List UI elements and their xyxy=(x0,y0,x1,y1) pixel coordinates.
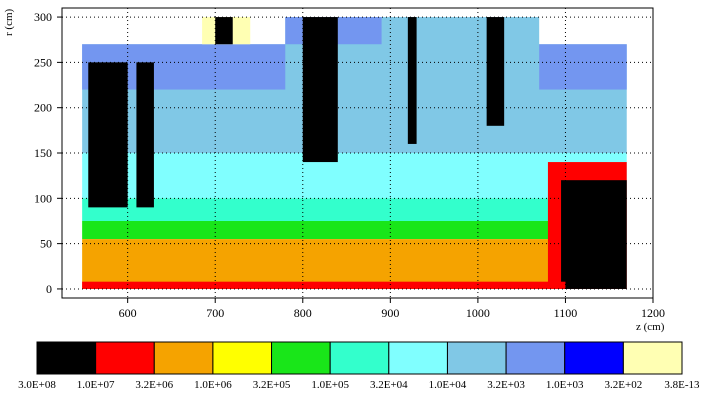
legend-label: 1.0E+05 xyxy=(311,379,349,391)
legend-swatch xyxy=(271,341,331,375)
flux-region-14 xyxy=(215,17,233,45)
y-tick-label: 50 xyxy=(40,237,52,251)
x-tick-label: 900 xyxy=(381,306,399,320)
flux-region-3 xyxy=(82,198,592,221)
legend-label: 3.0E+08 xyxy=(18,379,56,391)
legend-label: 1.0E+06 xyxy=(194,379,232,391)
legend-swatch xyxy=(388,341,448,375)
y-tick-label: 250 xyxy=(34,55,52,69)
legend-label: 1.0E+03 xyxy=(546,379,584,391)
x-axis: 600 700 800 900 1000 1100 1200 xyxy=(119,298,665,320)
legend-label: 3.2E+06 xyxy=(135,379,173,391)
y-tick-label: 300 xyxy=(34,10,52,24)
legend-label: 3.2E+03 xyxy=(487,379,525,391)
plot-area xyxy=(82,17,627,289)
legend-swatch xyxy=(95,341,155,375)
legend-swatch xyxy=(564,341,624,375)
y-tick-label: 100 xyxy=(34,191,52,205)
flux-region-12 xyxy=(88,62,128,208)
legend-swatch xyxy=(36,341,97,375)
y-axis: 0 50 100 150 200 250 300 xyxy=(34,10,62,296)
grid-lines xyxy=(62,8,654,298)
flux-region-16 xyxy=(407,17,417,144)
flux-region-4 xyxy=(82,220,566,240)
legend-swatch xyxy=(153,341,214,375)
y-tick-label: 200 xyxy=(34,101,52,115)
flux-region-7 xyxy=(561,180,627,289)
legend-swatch xyxy=(505,341,566,375)
flux-region-8 xyxy=(82,281,566,289)
legend-label: 1.0E+07 xyxy=(77,379,115,391)
flux-region-5 xyxy=(82,239,566,289)
flux-region-13 xyxy=(136,62,154,208)
x-axis-label: z (cm) xyxy=(636,321,665,333)
flux-region-17 xyxy=(486,17,505,126)
flux-region-2 xyxy=(82,153,627,199)
legend-label: 3.2E+05 xyxy=(253,379,291,391)
x-tick-label: 1000 xyxy=(466,306,490,320)
flux-region-15 xyxy=(302,17,338,163)
color-scale-legend: 3.0E+08 1.0E+07 3.2E+06 1.0E+06 3.2E+05 1.0E+… xyxy=(18,341,700,391)
y-axis-label: r (cm) xyxy=(3,8,15,36)
legend-label: 1.0E+04 xyxy=(429,379,467,391)
x-tick-label: 1100 xyxy=(554,306,578,320)
y-tick-label: 0 xyxy=(46,282,52,296)
x-tick-label: 600 xyxy=(119,306,137,320)
legend-label: 3.2E+02 xyxy=(605,379,643,391)
x-tick-label: 700 xyxy=(206,306,224,320)
x-tick-label: 1200 xyxy=(641,306,665,320)
legend-label: 3.8E-13 xyxy=(664,379,700,391)
legend-swatch xyxy=(212,341,273,375)
legend-label: 3.2E+04 xyxy=(370,379,408,391)
y-tick-label: 150 xyxy=(34,146,52,160)
legend-swatch xyxy=(329,341,390,375)
legend-swatch xyxy=(622,341,683,375)
x-tick-label: 800 xyxy=(294,306,312,320)
legend-swatch xyxy=(446,341,507,375)
